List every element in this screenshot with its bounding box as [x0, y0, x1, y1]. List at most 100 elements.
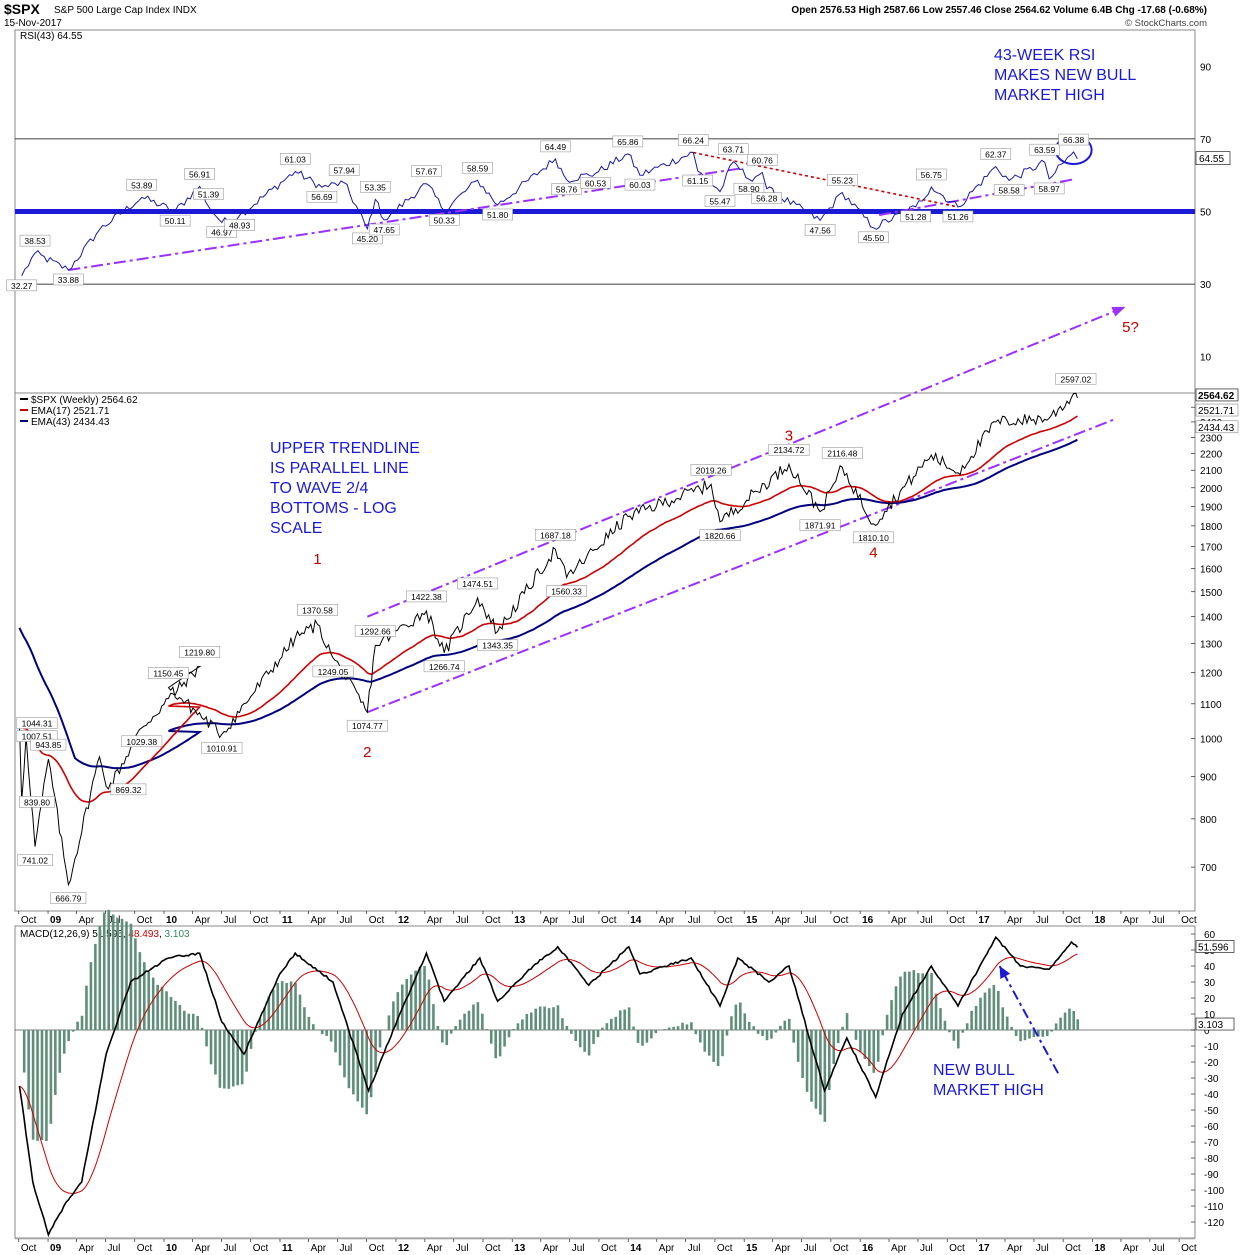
price-label-box — [699, 529, 741, 542]
x-tick-label: Jul — [688, 1243, 701, 1254]
rsi-label-box — [352, 232, 383, 245]
macd-histogram-bar — [156, 984, 159, 1030]
macd-histogram-bar — [796, 1030, 800, 1062]
macd-histogram-bar — [890, 1000, 893, 1030]
price-y-tick: 2300 — [1200, 433, 1223, 444]
macd-histogram-bar — [756, 1030, 760, 1034]
price-data-label: 1343.35 — [482, 641, 513, 651]
price-data-label: 1370.58 — [302, 605, 333, 615]
price-y-tick: 1800 — [1200, 522, 1223, 533]
macd-histogram-bar — [841, 1026, 844, 1030]
macd-histogram-bar — [1045, 1030, 1049, 1037]
macd-histogram-bar — [903, 971, 907, 1030]
wave-labels: 1 2 3 4 5? — [313, 319, 1139, 761]
x-tick-label: Jul — [688, 915, 701, 926]
macd-histogram-bar — [325, 1030, 328, 1036]
macd-histogram-bar — [414, 970, 417, 1030]
x-tick-label: Apr — [1123, 915, 1139, 926]
macd-histogram-bar — [783, 1020, 787, 1030]
macd-histogram-bar — [1059, 1017, 1062, 1030]
macd-histogram-bar — [792, 1030, 796, 1043]
macd-histogram-bar — [27, 1030, 30, 1110]
macd-histogram-bar — [636, 1030, 640, 1043]
price-label-box — [201, 742, 243, 754]
x-tick-label: Oct — [717, 915, 733, 926]
macd-histogram-bar — [983, 992, 987, 1030]
macd-histogram-bar — [685, 1024, 689, 1030]
macd-histogram-bar — [752, 1026, 755, 1030]
price-data-label: 943.85 — [35, 740, 61, 750]
macd-y-tick: 40 — [1204, 962, 1216, 973]
price-label-box — [30, 738, 67, 751]
x-tick-label: Apr — [891, 915, 907, 926]
x-tick-label: Apr — [79, 915, 95, 926]
rsi-data-label: 48.93 — [229, 220, 251, 230]
x-tick-label: Jul — [572, 1243, 585, 1254]
price-data-label: 666.79 — [55, 894, 81, 904]
rsi-label-box — [624, 178, 656, 191]
macd-histogram-bar — [312, 1024, 315, 1030]
macd-histogram-bar — [111, 914, 115, 1030]
macd-histogram-bar — [85, 985, 88, 1030]
macd-histogram-bar — [1076, 1019, 1080, 1030]
macd-histogram-bar — [263, 1007, 266, 1030]
macd-histogram-bar — [583, 1030, 586, 1052]
macd-histogram-bar — [183, 1010, 186, 1030]
macd-histogram-bar — [707, 1030, 711, 1056]
macd-histogram-bar — [1032, 1030, 1036, 1038]
rsi-data-label: 50.33 — [434, 215, 456, 225]
price-label-box — [477, 639, 519, 651]
price-label-box — [50, 892, 87, 904]
macd-histogram-bar — [570, 1030, 573, 1034]
rsi-data-label: 63.71 — [723, 145, 745, 155]
x-tick-label: Apr — [195, 1243, 211, 1254]
x-tick-label: Apr — [891, 1243, 907, 1254]
x-tick-label: Oct — [949, 1243, 965, 1254]
rsi-data-label: 47.56 — [809, 225, 831, 235]
macd-histogram-bar — [227, 1030, 231, 1089]
macd-histogram-bar — [645, 1030, 649, 1043]
macd-y-tick: 60 — [1204, 930, 1216, 941]
macd-title-part4: 3.103 — [165, 929, 190, 940]
rsi-title: RSI(43) 64.55 — [20, 31, 83, 42]
x-tick-label: Apr — [659, 915, 675, 926]
x-tick-label: 17 — [978, 1243, 990, 1254]
rsi-label-box — [980, 148, 1012, 160]
rsi-data-label: 61.15 — [687, 176, 709, 186]
macd-histogram-bar — [481, 1013, 484, 1030]
macd-histogram-bar — [703, 1030, 707, 1052]
x-tick-label: Oct — [253, 915, 269, 926]
macd-histogram-bar — [965, 1023, 969, 1030]
macd-histogram-bar — [916, 973, 920, 1030]
x-tick-label: Jul — [920, 915, 933, 926]
price-y-tick: 1100 — [1200, 700, 1222, 711]
rsi-label-box — [942, 210, 974, 223]
rsi-label-box — [804, 224, 836, 236]
macd-histogram-bar — [392, 1001, 395, 1030]
rsi-data-label: 63.59 — [1034, 145, 1056, 155]
macd-annotation-line: MARKET HIGH — [933, 1082, 1044, 1099]
rsi-data-label: 58.59 — [467, 163, 489, 173]
rsi-annotation: 43-WEEK RSI MAKES NEW BULL MARKET HIGH — [994, 47, 1136, 104]
macd-histogram-bar — [578, 1030, 582, 1048]
macd-histogram-bar — [347, 1030, 351, 1089]
rsi-panel: RSI(43) 64.55 32.27 38.53 33.88 53.89 50.11 5… — [6, 29, 1231, 394]
price-data-label: 2019.26 — [696, 465, 727, 475]
rsi-data-label: 57.67 — [416, 167, 438, 177]
macd-histogram-bar — [98, 925, 102, 1030]
macd-histogram-bar — [894, 986, 898, 1030]
macd-histogram-bar — [329, 1030, 333, 1042]
macd-panel: MACD(12,26,9) 51.596, 48.493, 3.103 6050… — [14, 909, 1235, 1239]
macd-histogram-bar — [49, 1030, 53, 1124]
macd-histogram-bar — [672, 1026, 675, 1030]
macd-histogram-bar — [298, 994, 302, 1030]
macd-y-tick: -60 — [1204, 1122, 1219, 1133]
macd-histogram-bar — [142, 962, 146, 1030]
price-label-box — [16, 717, 58, 729]
macd-histogram-bar — [512, 1028, 515, 1030]
rsi-data-label: 32.27 — [11, 281, 33, 291]
index-name-text: S&P 500 Large Cap Index — [54, 5, 170, 16]
macd-histogram-bar — [912, 970, 916, 1030]
rsi-label-box — [279, 153, 311, 165]
macd-histogram-bar — [31, 1030, 35, 1140]
